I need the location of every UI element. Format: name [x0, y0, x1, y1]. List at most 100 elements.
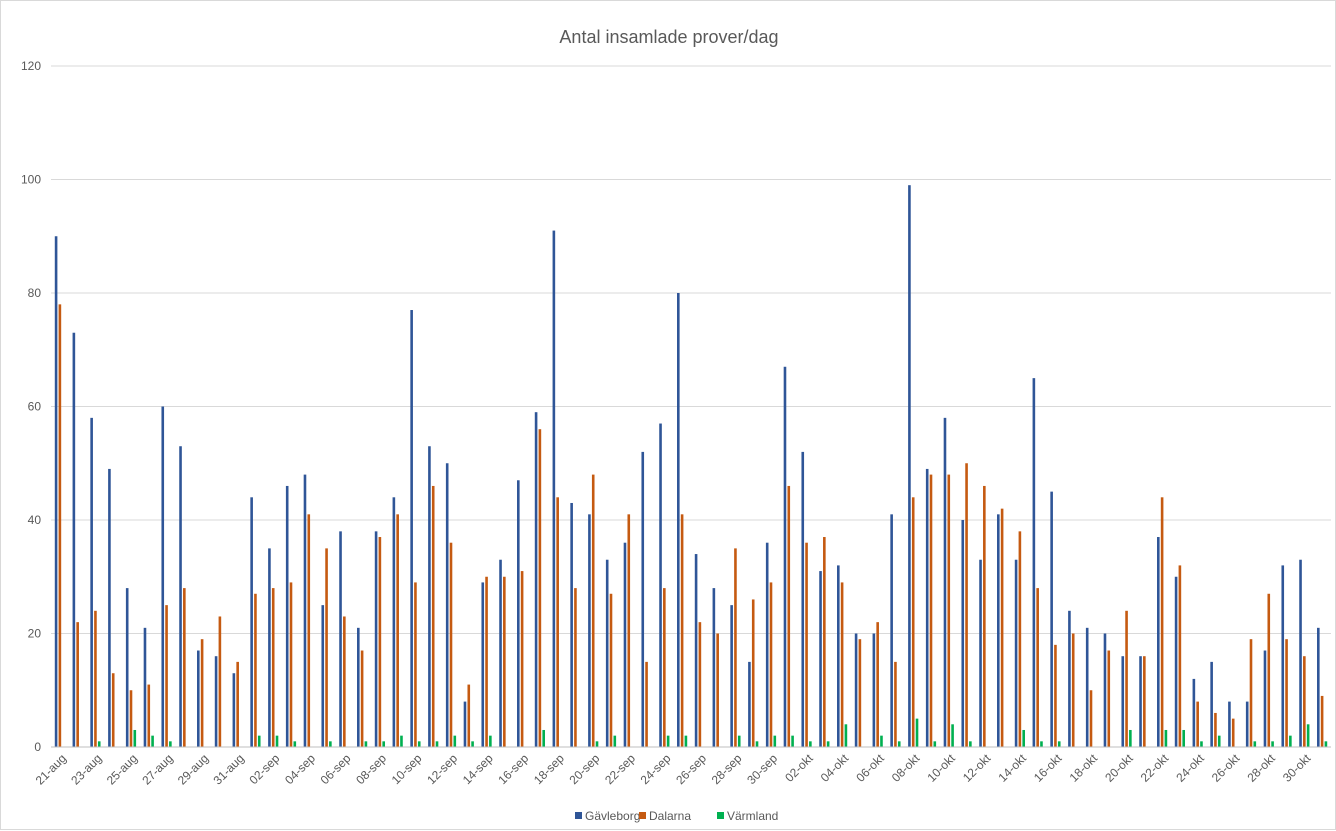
bar — [1143, 656, 1146, 747]
bar — [1085, 627, 1089, 747]
bar — [329, 741, 332, 747]
bar — [1014, 559, 1018, 747]
bar — [396, 514, 399, 747]
bar — [1306, 724, 1310, 747]
series-2 — [58, 304, 1324, 748]
bar — [716, 633, 719, 747]
bar — [520, 571, 524, 747]
bar — [321, 605, 325, 748]
x-tick-label: 22-sep — [602, 751, 638, 787]
bar — [943, 417, 947, 747]
bar — [236, 661, 239, 748]
bar — [147, 684, 151, 747]
bar — [552, 230, 556, 747]
bar — [481, 582, 485, 747]
bar — [677, 293, 680, 747]
bar — [431, 485, 435, 747]
x-tick-label: 24-sep — [638, 751, 674, 787]
bar — [1217, 735, 1221, 747]
x-tick-label: 23-aug — [68, 751, 104, 787]
bar — [1157, 537, 1160, 747]
bar — [890, 514, 893, 747]
legend: Gävleborg Dalarna Värmland — [575, 809, 778, 823]
bar — [1036, 588, 1039, 747]
bar — [1054, 644, 1057, 747]
bar — [463, 701, 467, 747]
x-tick-label: 12-sep — [424, 751, 460, 787]
bar — [659, 423, 662, 747]
bar — [570, 502, 573, 747]
bar — [72, 332, 76, 747]
legend-swatch — [575, 812, 582, 819]
bar — [161, 406, 165, 747]
legend-label: Värmland — [727, 809, 778, 823]
bar — [645, 661, 648, 748]
bar — [76, 622, 79, 747]
x-axis-ticks: 21-aug 23-aug 25-aug 27-aug 29-aug 31-aug 02-s… — [33, 751, 1314, 788]
bar — [499, 559, 502, 747]
bar — [1022, 729, 1025, 747]
bar — [214, 656, 218, 747]
bar — [382, 741, 385, 747]
bar — [90, 417, 93, 747]
bar — [730, 605, 733, 748]
bar — [1267, 593, 1271, 747]
bar — [169, 741, 172, 747]
legend-swatch — [639, 812, 646, 819]
y-tick-label: 120 — [21, 59, 41, 73]
x-tick-label: 04-okt — [818, 751, 852, 785]
bar — [111, 673, 115, 747]
bar — [97, 741, 101, 747]
bar — [1050, 491, 1053, 748]
x-tick-label: 20-sep — [566, 751, 602, 787]
bar — [1253, 741, 1257, 747]
bar — [218, 616, 222, 747]
bar — [1068, 610, 1071, 747]
x-tick-label: 20-okt — [1102, 751, 1136, 785]
bar — [929, 474, 933, 747]
chart-title: Antal insamlade prover/dag — [559, 27, 778, 47]
legend-item: Dalarna — [639, 809, 691, 823]
x-tick-label: 27-aug — [139, 751, 175, 787]
bar — [1000, 508, 1004, 747]
bar — [951, 724, 954, 747]
y-tick-label: 80 — [28, 286, 42, 300]
x-tick-label: 16-okt — [1031, 751, 1065, 785]
x-tick-label: 21-aug — [33, 751, 69, 787]
bar — [271, 588, 275, 747]
bar — [250, 497, 253, 747]
bar — [471, 741, 474, 747]
bar — [357, 627, 360, 747]
x-tick-label: 31-aug — [210, 751, 246, 787]
bar — [1160, 497, 1164, 747]
bar — [734, 548, 737, 748]
y-tick-label: 40 — [28, 513, 42, 527]
bar — [1089, 690, 1093, 747]
bar — [392, 497, 396, 747]
x-tick-label: 18-okt — [1067, 751, 1101, 785]
bar — [1231, 718, 1235, 748]
x-tick-label: 26-okt — [1209, 751, 1243, 785]
x-tick-label: 18-sep — [531, 751, 567, 787]
bar — [1196, 701, 1199, 747]
bar — [1214, 712, 1217, 747]
bar — [410, 310, 413, 747]
bar — [613, 735, 617, 747]
bar — [339, 531, 342, 747]
bar — [769, 582, 773, 747]
bar — [1320, 695, 1324, 747]
x-tick-label: 30-sep — [744, 751, 780, 787]
bar — [343, 616, 346, 747]
bar — [1057, 741, 1061, 747]
bar — [1139, 656, 1142, 747]
bar — [151, 735, 154, 747]
x-tick-label: 08-okt — [889, 751, 923, 785]
y-tick-label: 60 — [28, 400, 42, 414]
bar — [894, 661, 897, 748]
bar — [680, 514, 684, 747]
y-tick-label: 0 — [34, 740, 41, 754]
bar — [1103, 633, 1107, 747]
bar — [684, 735, 688, 747]
x-tick-label: 14-sep — [460, 751, 496, 787]
bar — [1324, 741, 1328, 747]
